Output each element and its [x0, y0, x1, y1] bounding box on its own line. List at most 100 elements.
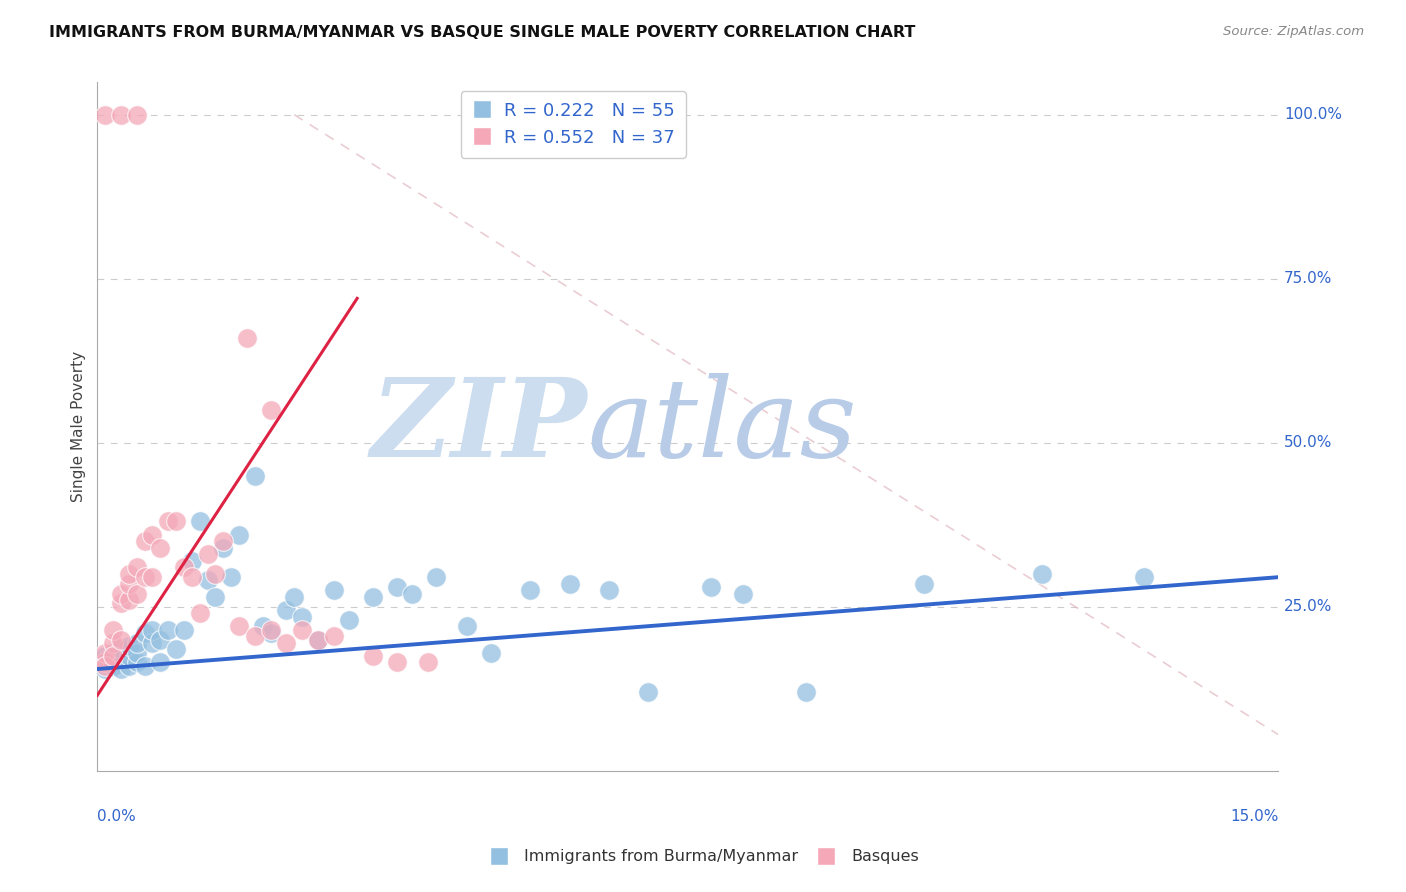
Point	[165, 515, 187, 529]
Point	[259, 626, 281, 640]
Text: Source: ZipAtlas.com: Source: ZipAtlas.com	[1223, 25, 1364, 38]
Point	[141, 623, 163, 637]
Point	[110, 108, 132, 122]
Text: 15.0%: 15.0%	[1230, 808, 1278, 823]
Point	[125, 646, 148, 660]
Point	[157, 515, 180, 529]
Text: ZIP: ZIP	[371, 373, 588, 480]
Point	[252, 619, 274, 633]
Point	[598, 583, 620, 598]
Point	[118, 593, 141, 607]
Point	[125, 560, 148, 574]
Point	[101, 636, 124, 650]
Text: 0.0%: 0.0%	[97, 808, 136, 823]
Point	[259, 403, 281, 417]
Point	[141, 527, 163, 541]
Point	[276, 603, 298, 617]
Point	[101, 646, 124, 660]
Point	[110, 662, 132, 676]
Point	[134, 658, 156, 673]
Point	[118, 566, 141, 581]
Point	[243, 468, 266, 483]
Point	[1031, 566, 1053, 581]
Legend: R = 0.222   N = 55, R = 0.552   N = 37: R = 0.222 N = 55, R = 0.552 N = 37	[461, 91, 686, 158]
Point	[401, 586, 423, 600]
Point	[149, 656, 172, 670]
Point	[188, 515, 211, 529]
Point	[134, 626, 156, 640]
Point	[700, 580, 723, 594]
Point	[110, 596, 132, 610]
Point	[361, 648, 384, 663]
Text: atlas: atlas	[588, 373, 858, 480]
Point	[149, 541, 172, 555]
Point	[94, 646, 117, 660]
Text: IMMIGRANTS FROM BURMA/MYANMAR VS BASQUE SINGLE MALE POVERTY CORRELATION CHART: IMMIGRANTS FROM BURMA/MYANMAR VS BASQUE …	[49, 25, 915, 40]
Point	[361, 590, 384, 604]
Point	[385, 656, 408, 670]
Point	[94, 656, 117, 670]
Point	[637, 685, 659, 699]
Point	[125, 636, 148, 650]
Point	[101, 623, 124, 637]
Point	[236, 331, 259, 345]
Point	[322, 629, 344, 643]
Point	[259, 623, 281, 637]
Point	[173, 623, 195, 637]
Point	[134, 534, 156, 549]
Point	[204, 590, 226, 604]
Point	[118, 576, 141, 591]
Point	[416, 656, 439, 670]
Point	[291, 609, 314, 624]
Point	[118, 639, 141, 653]
Point	[731, 586, 754, 600]
Point	[110, 632, 132, 647]
Point	[307, 632, 329, 647]
Point	[558, 576, 581, 591]
Point	[141, 636, 163, 650]
Point	[118, 658, 141, 673]
Point	[173, 560, 195, 574]
Point	[479, 646, 502, 660]
Point	[912, 576, 935, 591]
Point	[94, 662, 117, 676]
Point	[197, 547, 219, 561]
Point	[180, 554, 202, 568]
Point	[283, 590, 305, 604]
Point	[276, 636, 298, 650]
Point	[101, 656, 124, 670]
Point	[291, 623, 314, 637]
Legend: Immigrants from Burma/Myanmar, Basques: Immigrants from Burma/Myanmar, Basques	[481, 843, 925, 871]
Point	[212, 534, 235, 549]
Point	[101, 658, 124, 673]
Point	[794, 685, 817, 699]
Point	[204, 566, 226, 581]
Point	[110, 652, 132, 666]
Point	[125, 656, 148, 670]
Point	[125, 586, 148, 600]
Point	[307, 632, 329, 647]
Point	[197, 574, 219, 588]
Text: 25.0%: 25.0%	[1284, 599, 1333, 615]
Point	[141, 570, 163, 584]
Point	[228, 527, 250, 541]
Text: 75.0%: 75.0%	[1284, 271, 1333, 286]
Point	[94, 108, 117, 122]
Point	[180, 570, 202, 584]
Point	[456, 619, 478, 633]
Point	[110, 642, 132, 657]
Point	[212, 541, 235, 555]
Point	[243, 629, 266, 643]
Point	[219, 570, 242, 584]
Point	[385, 580, 408, 594]
Point	[188, 607, 211, 621]
Point	[125, 108, 148, 122]
Point	[322, 583, 344, 598]
Point	[337, 613, 360, 627]
Point	[110, 586, 132, 600]
Point	[165, 642, 187, 657]
Point	[94, 648, 117, 663]
Point	[228, 619, 250, 633]
Point	[94, 658, 117, 673]
Y-axis label: Single Male Poverty: Single Male Poverty	[72, 351, 86, 502]
